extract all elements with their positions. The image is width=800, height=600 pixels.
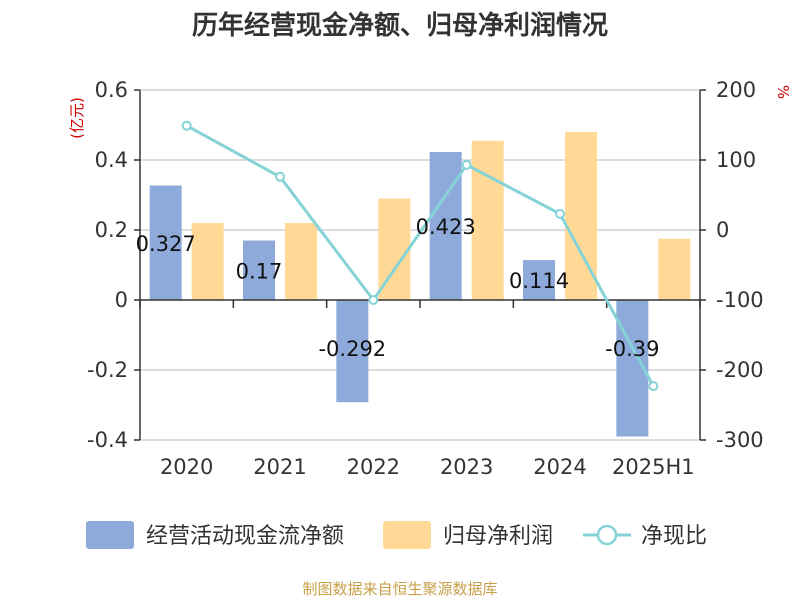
ratio-point	[368, 295, 379, 305]
bars	[149, 132, 691, 437]
right-tick-label: -300	[716, 428, 764, 452]
left-tick-label: -0.4	[87, 428, 128, 452]
bar-cash-flow	[149, 185, 182, 300]
data-label-cash-flow: 0.114	[509, 269, 569, 293]
bar-cash-flow	[336, 300, 369, 403]
data-label-cash-flow: 0.17	[236, 259, 283, 283]
left-tick-label: 0.6	[95, 78, 128, 102]
x-tick-label: 2022	[347, 455, 400, 479]
right-axis-unit: %	[774, 85, 792, 99]
x-tick-label: 2021	[253, 455, 306, 479]
source-note: 制图数据来自恒生聚源数据库	[302, 580, 497, 598]
tick-labels: 0.6 0.4 0.2 0 -0.2 -0.4 200 100 0 -100 -200 -300 202…	[87, 78, 764, 479]
left-tick-label: 0.2	[95, 218, 128, 242]
data-label-cash-flow: 0.423	[416, 215, 476, 239]
right-tick-label: 200	[716, 78, 756, 102]
right-tick-label: 0	[716, 218, 729, 242]
x-tick-label: 2020	[160, 455, 213, 479]
legend-label-net-profit: 归母净利润	[443, 524, 553, 549]
left-tick-label: -0.2	[87, 358, 128, 382]
right-tick-label: -200	[716, 358, 764, 382]
x-tick-label: 2025H1	[612, 455, 695, 479]
left-tick-label: 0.4	[95, 148, 128, 172]
legend-label-ratio: 净现比	[641, 524, 707, 549]
ratio-point	[555, 208, 565, 219]
grid-lines	[140, 89, 700, 441]
chart-title: 历年经营现金净额、归母净利润情况	[192, 10, 608, 41]
bar-cash-flow	[429, 151, 462, 300]
bar-net-profit	[471, 140, 504, 300]
x-tick-label: 2023	[440, 455, 493, 479]
bar-cash-flow	[243, 240, 275, 300]
legend-marker-ratio	[596, 524, 618, 546]
x-tick-label: 2024	[533, 455, 586, 479]
ratio-point	[461, 159, 472, 170]
ratio-line	[181, 120, 659, 392]
right-tick-label: -100	[716, 288, 764, 312]
left-axis-unit: (亿元)	[68, 97, 86, 139]
bar-net-profit	[285, 223, 317, 300]
data-label-cash-flow: -0.39	[605, 337, 659, 361]
data-labels: 0.327 0.17 -0.292 0.423 0.114 -0.39	[136, 215, 660, 361]
legend-label-cash-flow: 经营活动现金流净额	[146, 524, 344, 549]
legend[interactable]: 经营活动现金流净额 归母净利润 净现比	[86, 521, 707, 549]
axes	[134, 89, 706, 441]
ratio-point	[181, 120, 192, 131]
bar-cash-flow	[523, 260, 555, 300]
legend-swatch-net-profit	[383, 521, 431, 549]
ratio-point	[275, 171, 285, 182]
ratio-point	[648, 381, 659, 392]
left-tick-label: 0	[115, 288, 128, 312]
data-label-cash-flow: 0.327	[136, 232, 196, 256]
bar-net-profit	[191, 223, 224, 300]
legend-swatch-cash-flow	[86, 521, 134, 549]
bar-net-profit	[658, 238, 691, 300]
right-tick-label: 100	[716, 148, 756, 172]
ratio-line-path	[185, 124, 655, 387]
data-label-cash-flow: -0.292	[318, 337, 386, 361]
